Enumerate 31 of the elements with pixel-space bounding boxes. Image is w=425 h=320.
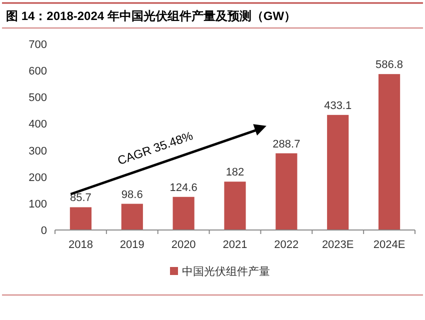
- bar: [224, 182, 246, 230]
- data-label: 433.1: [324, 100, 352, 112]
- x-tick-label: 2023E: [322, 239, 354, 251]
- annotation: CAGR 35.48%: [116, 128, 196, 168]
- y-tick-label: 300: [28, 145, 47, 158]
- bar: [327, 114, 349, 230]
- data-label: 124.6: [170, 182, 198, 194]
- data-label: 288.7: [272, 138, 300, 150]
- x-tick-label: 2021: [222, 239, 248, 251]
- legend-label: 中国光伏组件产量: [182, 265, 270, 278]
- y-tick-label: 500: [28, 92, 47, 104]
- x-tick-label: 2024E: [373, 239, 406, 251]
- data-label: 182: [226, 166, 244, 179]
- bar: [172, 196, 194, 230]
- chart-title: 图 14：2018-2024 年中国光伏组件产量及预测（GW）: [6, 9, 296, 23]
- x-tick-label: 2018: [68, 239, 93, 251]
- x-tick-label: 2022: [274, 239, 299, 251]
- data-label: 98.6: [121, 188, 143, 201]
- y-tick-label: 700: [28, 39, 47, 51]
- data-label: 586.8: [376, 59, 404, 72]
- bar: [121, 204, 143, 230]
- y-tick-label: 600: [28, 66, 47, 78]
- y-tick-label: 200: [28, 172, 47, 184]
- bar: [276, 153, 298, 230]
- y-tick-label: 400: [28, 118, 47, 131]
- bar: [70, 207, 92, 230]
- x-tick-label: 2019: [120, 239, 144, 251]
- bar: [378, 74, 400, 230]
- y-tick-label: 100: [28, 198, 47, 210]
- x-tick-label: 2020: [171, 239, 196, 251]
- y-tick-label: 0: [40, 225, 47, 237]
